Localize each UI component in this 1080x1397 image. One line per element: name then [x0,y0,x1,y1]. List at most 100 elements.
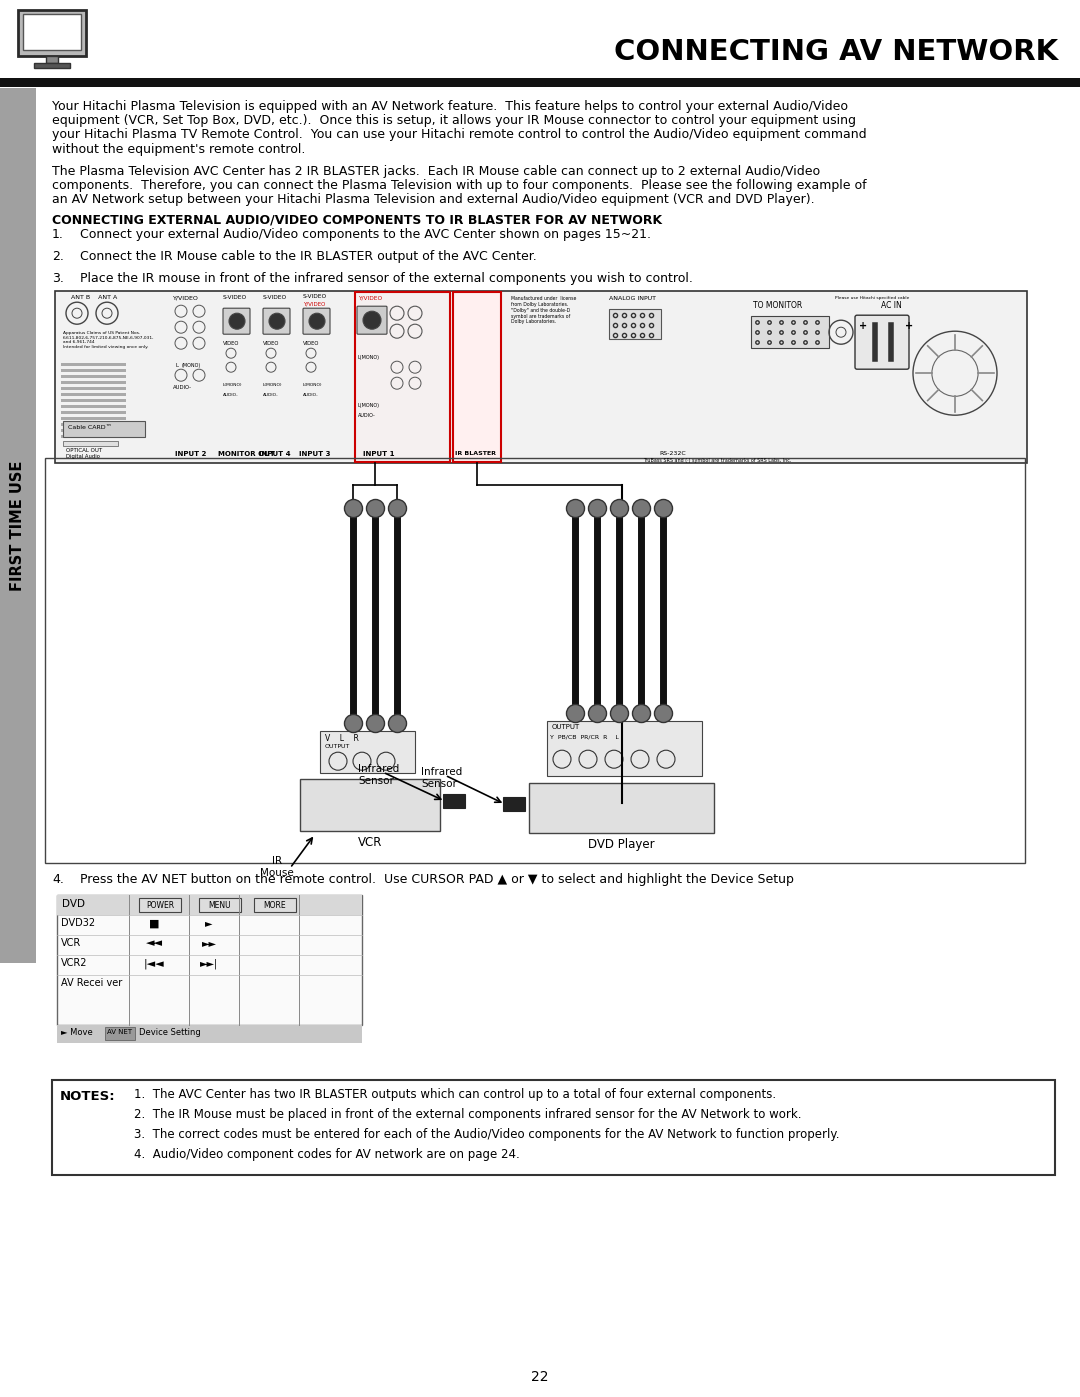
Bar [0,88,36,963]
Bar [57,1025,362,1044]
Bar [57,895,362,1025]
Text: 2.  The IR Mouse must be placed in front of the external components infrared sen: 2. The IR Mouse must be placed in front … [134,1108,801,1122]
FancyBboxPatch shape [357,306,387,334]
Text: Apparatus Claims of US Patent Nos.
6,611,802,6,757,210,6,875,NE,6,907,031,
and 6: Apparatus Claims of US Patent Nos. 6,611… [63,331,154,349]
Text: VIDEO: VIDEO [303,341,320,346]
Text: IR BLASTER: IR BLASTER [455,451,496,457]
Text: ■: ■ [149,918,159,928]
Text: MONITOR OUT: MONITOR OUT [218,451,274,457]
Bar [0,78,1080,87]
Text: S-VIDEO: S-VIDEO [303,295,327,299]
Text: FIRST TIME USE: FIRST TIME USE [11,461,26,591]
FancyBboxPatch shape [264,309,291,334]
Bar [453,292,501,462]
Circle shape [309,313,325,330]
Text: OUTPUT: OUTPUT [552,724,580,731]
Text: an AV Network setup between your Hitachi Plasma Television and external Audio/Vi: an AV Network setup between your Hitachi… [52,193,814,207]
Bar [60,393,126,397]
Text: AUDIO-: AUDIO- [222,393,239,397]
Bar [60,400,126,402]
Text: +: + [905,321,913,331]
Bar [355,292,450,462]
Text: L: L [175,363,178,369]
Bar [300,780,440,831]
Text: 4.: 4. [52,873,64,886]
Text: Press the AV NET button on the remote control.  Use CURSOR PAD ▲ or ▼ to select : Press the AV NET button on the remote co… [80,873,794,886]
Text: CONNECTING AV NETWORK: CONNECTING AV NETWORK [613,38,1058,66]
Text: Y/VIDEO: Y/VIDEO [357,295,382,300]
Bar [60,418,126,420]
Bar [609,309,661,339]
Text: POWER: POWER [146,901,174,909]
Text: L(MONO): L(MONO) [264,383,283,387]
Bar [60,429,126,432]
Text: L(MONO): L(MONO) [222,383,243,387]
Circle shape [229,313,245,330]
Text: V    L    R: V L R [325,735,359,743]
Text: ANT B    ANT A: ANT B ANT A [71,295,118,300]
Text: INPUT 2: INPUT 2 [175,451,206,457]
Text: VCR2: VCR2 [60,958,87,968]
Bar [60,423,126,426]
Text: CONNECTING EXTERNAL AUDIO/VIDEO COMPONENTS TO IR BLASTER FOR AV NETWORK: CONNECTING EXTERNAL AUDIO/VIDEO COMPONEN… [52,214,662,226]
Text: VCR: VCR [60,939,81,949]
Text: INPUT 1: INPUT 1 [363,451,394,457]
Bar [63,441,118,446]
Text: 2.: 2. [52,250,64,263]
Text: Y  PB/CB  PR/CR  R    L: Y PB/CB PR/CR R L [550,735,619,739]
FancyBboxPatch shape [855,316,909,369]
Text: L(MONO): L(MONO) [303,383,323,387]
Bar [503,798,525,812]
Text: |◄◄: |◄◄ [144,958,164,968]
Text: Y/VIDEO: Y/VIDEO [303,302,325,306]
Circle shape [363,312,381,330]
Text: your Hitachi Plasma TV Remote Control.  You can use your Hitachi remote control : your Hitachi Plasma TV Remote Control. Y… [52,129,866,141]
Text: TruBass SRS and (·) symbol are trademarks of SRS Labs, Inc.: TruBass SRS and (·) symbol are trademark… [643,458,792,464]
Text: Cable CARD™: Cable CARD™ [68,425,112,430]
Bar [60,369,126,372]
Text: AV NET: AV NET [107,1030,132,1035]
Text: VIDEO: VIDEO [264,341,280,346]
Bar [139,898,181,912]
Text: Connect your external Audio/Video components to the AVC Center shown on pages 15: Connect your external Audio/Video compon… [80,228,651,240]
Text: AV Recei ver: AV Recei ver [60,978,122,988]
Text: AUDIO-: AUDIO- [303,393,319,397]
Text: AUDIO-: AUDIO- [357,414,376,418]
Text: 3.: 3. [52,272,64,285]
Bar [63,422,145,437]
Bar [254,898,296,912]
Text: ►►|: ►►| [200,958,218,968]
Text: INPUT 4: INPUT 4 [259,451,291,457]
Bar [320,731,415,773]
Bar [529,784,714,833]
Text: Y/VIDEO: Y/VIDEO [173,295,199,300]
Text: 3.  The correct codes must be entered for each of the Audio/Video components for: 3. The correct codes must be entered for… [134,1129,839,1141]
Bar [18,10,86,56]
Text: The Plasma Television AVC Center has 2 IR BLASTER jacks.  Each IR Mouse cable ca: The Plasma Television AVC Center has 2 I… [52,165,820,177]
Bar [60,376,126,379]
Text: MENU: MENU [208,901,231,909]
Text: IR
Mouse: IR Mouse [260,856,294,877]
Text: NOTES:: NOTES: [60,1090,116,1104]
Text: ANALOG INPUT: ANALOG INPUT [609,296,656,302]
Bar [546,721,702,777]
Text: L(MONO): L(MONO) [357,404,380,408]
Text: VIDEO: VIDEO [222,341,240,346]
FancyBboxPatch shape [222,309,249,334]
Bar [60,363,126,366]
Text: Place the IR mouse in front of the infrared sensor of the external components yo: Place the IR mouse in front of the infra… [80,272,693,285]
Text: Your Hitachi Plasma Television is equipped with an AV Network feature.  This fea: Your Hitachi Plasma Television is equipp… [52,101,848,113]
Bar [23,14,81,50]
Bar [60,387,126,390]
Text: 22: 22 [531,1370,549,1384]
Text: +: + [859,321,867,331]
Text: Infrared
Sensor: Infrared Sensor [421,767,462,789]
Bar [105,1027,135,1041]
Text: ◄◄: ◄◄ [146,939,162,949]
Text: AUDIO-: AUDIO- [173,386,192,390]
Text: VCR: VCR [357,837,382,849]
Text: OPTICAL OUT: OPTICAL OUT [66,448,103,453]
Circle shape [269,313,285,330]
Text: AUDIO-: AUDIO- [264,393,279,397]
Text: RS-232C: RS-232C [659,451,686,457]
